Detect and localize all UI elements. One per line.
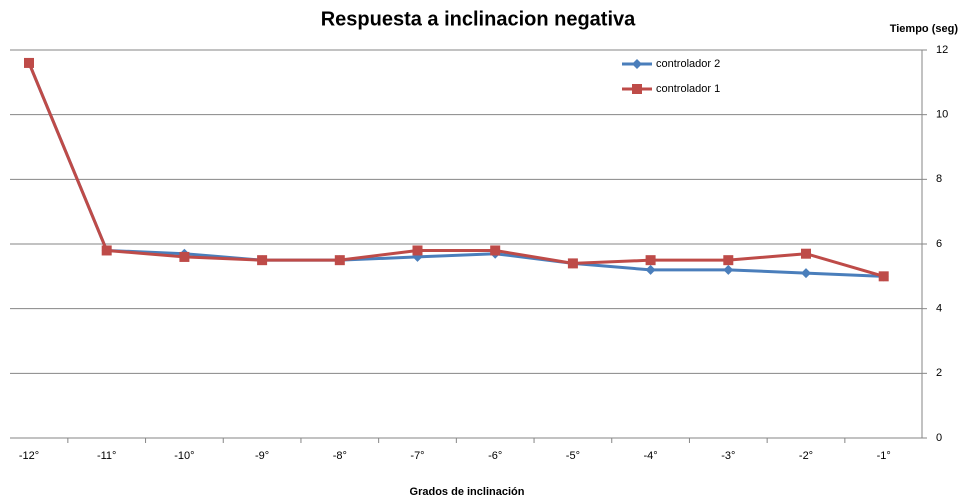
data-point xyxy=(101,245,112,256)
x-tick-label: -3° xyxy=(721,450,735,462)
data-point xyxy=(878,271,889,282)
legend-marker xyxy=(632,84,642,94)
x-tick-label: -4° xyxy=(644,450,658,462)
data-point xyxy=(334,255,345,266)
legend-label: controlador 1 xyxy=(656,83,720,95)
x-tick-label: -1° xyxy=(877,450,891,462)
legend-marker xyxy=(632,59,642,69)
y-tick-label: 8 xyxy=(936,173,942,185)
y-tick-label: 12 xyxy=(936,44,948,56)
y-tick-label: 0 xyxy=(936,432,942,444)
data-point xyxy=(801,268,811,279)
x-tick-label: -6° xyxy=(488,450,502,462)
data-point xyxy=(801,248,811,259)
y-tick-label: 10 xyxy=(936,109,948,121)
series-line xyxy=(27,62,884,278)
x-tick-label: -8° xyxy=(333,450,347,462)
x-axis-label: Grados de inclinación xyxy=(410,486,525,498)
x-tick-label: -5° xyxy=(566,450,580,462)
data-point xyxy=(490,245,501,256)
x-tick-label: -9° xyxy=(255,450,269,462)
data-point xyxy=(179,251,190,262)
data-point xyxy=(645,255,656,266)
y-tick-label: 2 xyxy=(936,367,942,379)
y-tick-label: 6 xyxy=(936,238,942,250)
series-line xyxy=(27,62,885,278)
chart-title: Respuesta a inclinacion negativa xyxy=(321,8,636,30)
y-tick-label: 4 xyxy=(936,303,942,315)
x-tick-label: -11° xyxy=(97,450,116,462)
x-tick-label: -12° xyxy=(19,450,39,462)
y-axis-label: Tiempo (seg) xyxy=(890,23,959,35)
data-point xyxy=(24,57,34,68)
data-point xyxy=(257,255,268,266)
legend-label: controlador 2 xyxy=(656,58,720,70)
data-point xyxy=(412,245,423,256)
data-point xyxy=(723,255,734,266)
x-tick-label: -7° xyxy=(410,450,424,462)
data-point xyxy=(645,264,656,275)
data-point xyxy=(723,264,734,275)
x-tick-label: -2° xyxy=(799,450,813,462)
x-tick-label: -10° xyxy=(174,450,194,462)
data-point xyxy=(567,258,578,269)
